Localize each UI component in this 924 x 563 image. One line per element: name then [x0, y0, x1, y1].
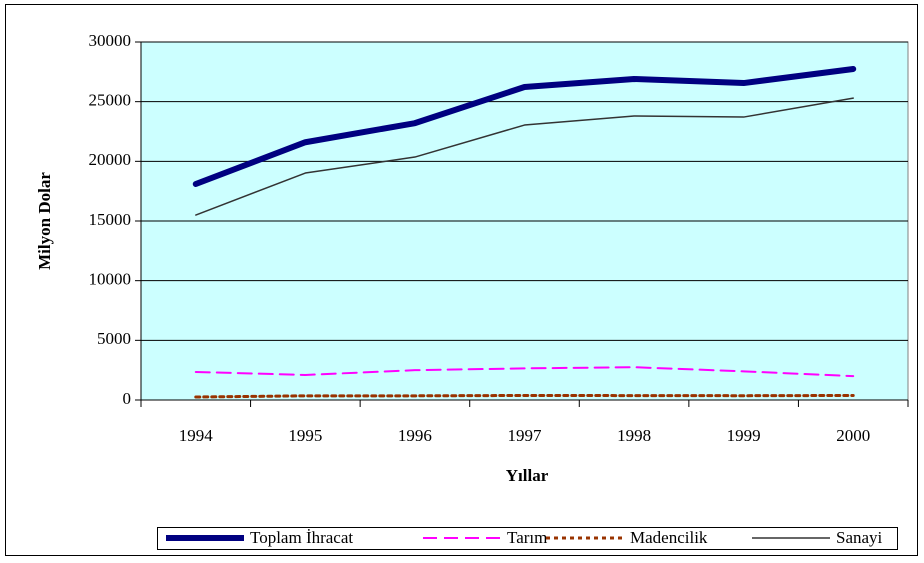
- x-tick-label: 1998: [617, 426, 651, 445]
- series-line: [192, 65, 857, 188]
- y-tick-label: 5000: [97, 329, 131, 348]
- x-tick-label: 1994: [179, 426, 214, 445]
- y-tick-label: 15000: [89, 210, 132, 229]
- legend-label: Tarım: [507, 528, 547, 547]
- series-line: [195, 97, 854, 216]
- y-tick-label: 25000: [89, 91, 132, 110]
- legend: [157, 527, 898, 550]
- x-tick-label: 1999: [727, 426, 761, 445]
- x-tick-label: 1997: [508, 426, 543, 445]
- x-tick-label: 2000: [836, 426, 870, 445]
- legend-label: Sanayi: [836, 528, 883, 547]
- legend-label: Toplam İhracat: [250, 528, 353, 547]
- x-tick-label: 1996: [398, 426, 432, 445]
- y-tick-label: 0: [123, 389, 132, 408]
- series-line: [194, 366, 855, 378]
- legend-label: Madencilik: [630, 528, 708, 547]
- y-tick-label: 20000: [89, 150, 132, 169]
- y-tick-label: 30000: [89, 31, 132, 50]
- series-line: [194, 393, 855, 399]
- y-tick-label: 10000: [89, 270, 132, 289]
- y-axis-title: Milyon Dolar: [35, 172, 54, 270]
- x-axis-title: Yıllar: [506, 466, 549, 485]
- x-tick-label: 1995: [288, 426, 322, 445]
